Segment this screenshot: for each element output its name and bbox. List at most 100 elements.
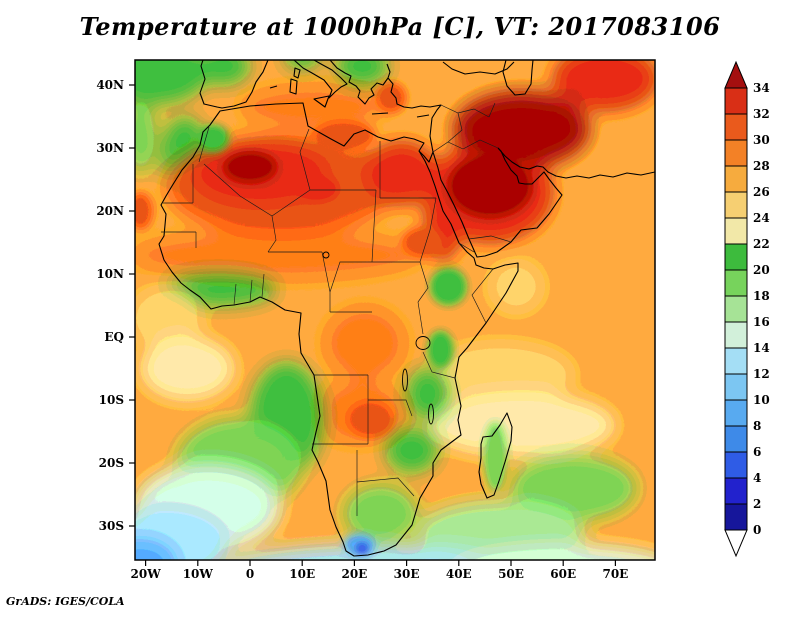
sicily-island [313, 95, 330, 108]
colorbar-label: 30 [753, 133, 770, 147]
colorbar-band [724, 269, 748, 297]
caspian-sea-coastline [502, 60, 534, 96]
madagascar-coastline [478, 412, 513, 499]
field-region-sahel-band-hot [135, 229, 423, 281]
colorbar-band [724, 295, 748, 323]
y-tick-label: 40N [96, 78, 124, 92]
sardinia-island [289, 78, 298, 95]
colorbar-band [724, 399, 748, 427]
lake-tanganyika [402, 368, 408, 392]
colorbar-band [724, 373, 748, 401]
field-region-south-africa-green [344, 485, 417, 542]
field-region-madagascar-green [483, 422, 507, 492]
x-tick-label: 10E [289, 567, 315, 581]
field-region-se-indian-mint [417, 500, 585, 560]
field-region-atlantic-eq-cream [140, 337, 235, 400]
colorbar-label: 24 [753, 211, 770, 225]
colorbar-label: 0 [753, 523, 761, 537]
cyprus-island [416, 114, 430, 118]
y-tick-label: EQ [104, 330, 124, 344]
colorbar-band [724, 477, 748, 505]
colorbar-band [724, 139, 748, 167]
italy-coastline [293, 60, 348, 99]
colorbar-band [724, 321, 748, 349]
colorbar-label: 22 [753, 237, 770, 251]
field-region-atlantic-eq-sandy [135, 286, 203, 350]
field-region-horn-sandy [490, 261, 543, 312]
colorbar-band [724, 113, 748, 141]
x-tick-label: 10W [183, 567, 214, 581]
x-tick-label: 60E [550, 567, 576, 581]
field-region-med-sea-orange [239, 85, 386, 130]
lakes [322, 251, 434, 425]
x-tick-label: 0 [246, 567, 254, 581]
x-tick-label: 40E [446, 567, 472, 581]
field-region-sudan-hot [401, 226, 444, 259]
colorbar-label: 12 [753, 367, 770, 381]
colorbar-band [724, 217, 748, 245]
field-region-sahara-core [223, 151, 277, 183]
colorbar-band [724, 165, 748, 193]
lake-victoria [415, 336, 431, 350]
y-tick-label: 10S [99, 393, 124, 407]
grads-credit: GrADS: IGES/COLA [6, 595, 125, 608]
field-region-egypt-hot [364, 141, 438, 205]
field-region-italy-green [284, 60, 320, 70]
field-region-kenya-green [427, 330, 454, 369]
field-region-libya-coast-hot [312, 119, 376, 152]
field-region-niger-core [297, 176, 339, 202]
field-region-left-edge-green [135, 97, 157, 174]
field-region-tanzania-green [406, 368, 449, 419]
colorbar-above-max [724, 60, 748, 89]
colorbar-band [724, 451, 748, 479]
field-region-iberia-green [197, 60, 250, 85]
field-region-turkey-plateau-orange [385, 60, 470, 111]
lake-chad [322, 251, 330, 259]
balearic-island [269, 85, 278, 89]
field-region-left-edge-hot [135, 192, 154, 230]
x-tick-label: 20E [341, 567, 367, 581]
colorbar-label: 16 [753, 315, 770, 329]
field-region-indian-cream-band [427, 393, 616, 457]
iran-coastline [497, 147, 655, 179]
colorbar-label: 34 [753, 81, 770, 95]
country-borders [161, 102, 512, 516]
arabia-coastline [432, 147, 563, 258]
field-region-southern-ocean-pale [458, 544, 655, 560]
axis-ticks: 20W 10W 0 10E 20E 30E 40E 50E 60E 70E 40N 30N 20N 10N… [96, 78, 628, 581]
colorbar-band [724, 191, 748, 219]
field-region-s-atlantic-blue [135, 538, 177, 560]
lake-malawi [428, 403, 434, 425]
x-tick-label: 20W [131, 567, 162, 581]
field-region-zimbabwe-green [385, 428, 438, 473]
colorbar-label: 18 [753, 289, 770, 303]
colorbar-label: 10 [753, 393, 770, 407]
temperature-field [135, 60, 655, 560]
africa-coastline [158, 102, 519, 557]
colorbar-label: 6 [753, 445, 761, 459]
black-sea-coastline [442, 61, 515, 75]
field-region-southern-ocean-cyan [237, 544, 524, 560]
y-tick-label: 20N [96, 204, 124, 218]
colorbar-band [724, 347, 748, 375]
field-region-arabia-core [448, 154, 532, 218]
colorbar-label: 26 [753, 185, 770, 199]
colorbar-label: 4 [753, 471, 761, 485]
coastlines [158, 60, 655, 557]
corsica-island [293, 67, 301, 79]
crete-island [371, 112, 389, 115]
field-region-balkans-green [336, 60, 389, 85]
y-tick-label: 10N [96, 267, 124, 281]
x-tick-label: 50E [498, 567, 524, 581]
field-region-se-indian-green [510, 456, 637, 520]
x-tick-label: 30E [394, 567, 420, 581]
field-region-indian-sandy [427, 343, 574, 407]
plot-title: Temperature at 1000hPa [C], VT: 20170831… [79, 12, 721, 41]
y-tick-label: 30S [99, 519, 124, 533]
field-region-ne-atlantic-green [135, 60, 209, 104]
colorbar-band [724, 503, 748, 531]
field-region-congo-warm [323, 305, 407, 382]
